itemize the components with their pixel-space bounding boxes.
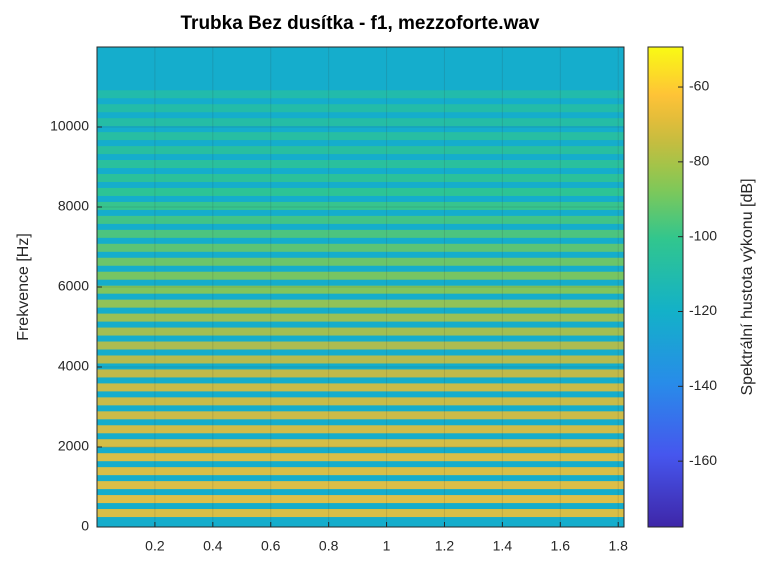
- x-tick-label: 1.6: [551, 538, 571, 554]
- chart: Trubka Bez dusítka - f1, mezzoforte.wav …: [0, 0, 764, 557]
- harmonic-band: [97, 509, 624, 517]
- harmonic-band: [97, 328, 624, 336]
- harmonic-band: [97, 467, 624, 475]
- harmonic-band: [97, 411, 624, 419]
- harmonic-band: [97, 355, 624, 363]
- harmonic-band: [97, 132, 624, 140]
- colorbar-tick-label: -80: [689, 153, 709, 169]
- x-tick-label: 1.2: [435, 538, 455, 554]
- y-tick-label: 2000: [58, 438, 89, 454]
- harmonic-band: [97, 104, 624, 112]
- y-tick-label: 4000: [58, 358, 89, 374]
- x-tick-label: 0.4: [203, 538, 223, 554]
- chart-title: Trubka Bez dusítka - f1, mezzoforte.wav: [181, 13, 540, 34]
- y-axis-label: Frekvence [Hz]: [15, 233, 32, 341]
- harmonic-band: [97, 202, 624, 210]
- harmonic-band: [97, 272, 624, 280]
- colorbar-tick-label: -140: [689, 377, 717, 393]
- colorbar-tick-label: -120: [689, 302, 717, 318]
- harmonic-band: [97, 146, 624, 154]
- harmonic-band: [97, 481, 624, 489]
- harmonic-band: [97, 230, 624, 238]
- harmonic-band: [97, 90, 624, 98]
- colorbar-tick-label: -160: [689, 452, 717, 468]
- harmonic-band: [97, 300, 624, 308]
- x-tick-label: 0.2: [145, 538, 165, 554]
- colorbar-label: Spektrální hustota výkonu [dB]: [739, 178, 756, 395]
- harmonic-band: [97, 383, 624, 391]
- harmonic-band: [97, 342, 624, 350]
- colorbar: [648, 47, 683, 527]
- harmonic-band: [97, 495, 624, 503]
- y-tick-label: 6000: [58, 278, 89, 294]
- harmonic-band: [97, 244, 624, 252]
- x-tick-label: 0.6: [261, 538, 281, 554]
- harmonic-band: [97, 439, 624, 447]
- harmonic-band: [97, 216, 624, 224]
- y-tick-label: 8000: [58, 198, 89, 214]
- harmonic-band: [97, 425, 624, 433]
- harmonic-band: [97, 258, 624, 266]
- colorbar-tick-label: -100: [689, 227, 717, 243]
- y-tick-label: 10000: [50, 118, 89, 134]
- harmonic-band: [97, 160, 624, 168]
- harmonic-band: [97, 118, 624, 126]
- harmonic-band: [97, 369, 624, 377]
- y-tick-label: 0: [81, 518, 89, 534]
- harmonic-band: [97, 453, 624, 461]
- x-tick-label: 0.8: [319, 538, 339, 554]
- x-tick-label: 1.8: [608, 538, 628, 554]
- harmonic-band: [97, 188, 624, 196]
- harmonic-band: [97, 397, 624, 405]
- x-tick-label: 1.4: [493, 538, 513, 554]
- x-tick-label: 1: [383, 538, 391, 554]
- harmonic-band: [97, 314, 624, 322]
- harmonic-band: [97, 174, 624, 182]
- colorbar-tick-label: -60: [689, 78, 709, 94]
